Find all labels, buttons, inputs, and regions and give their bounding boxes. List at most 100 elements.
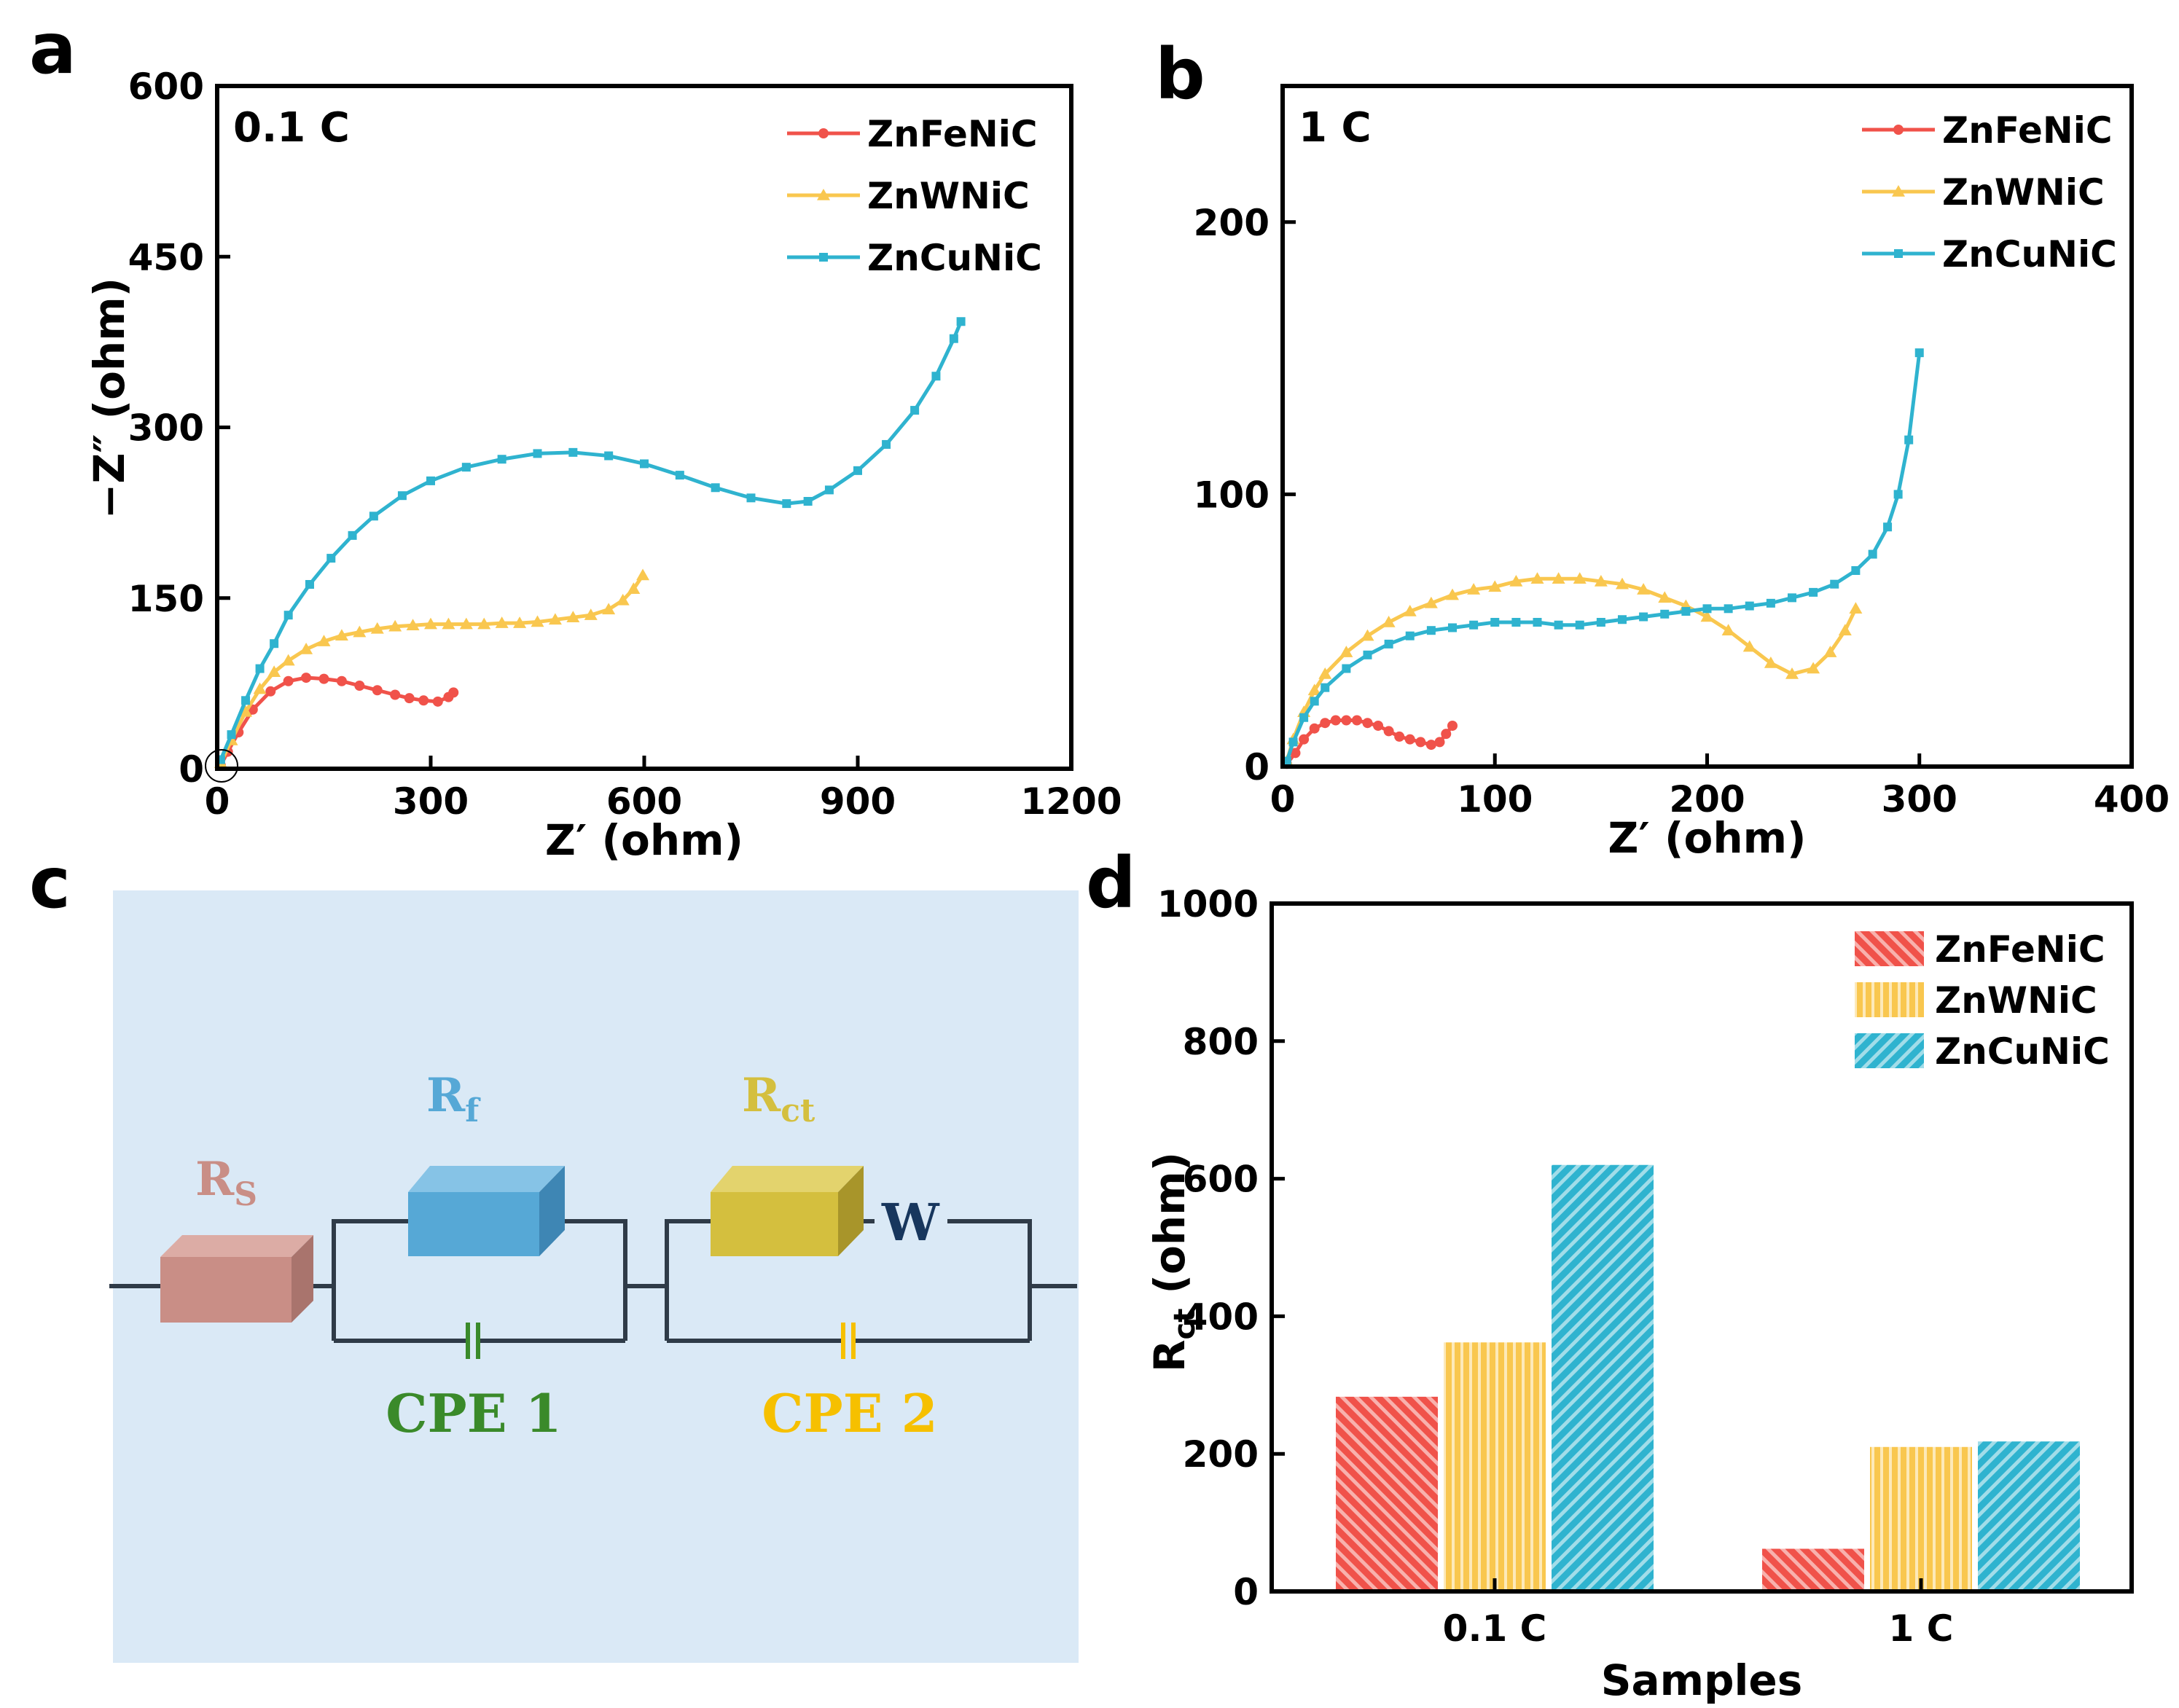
origin-zoom-circle (205, 749, 238, 783)
data-point-zncunic-21 (782, 499, 791, 509)
data-point-znfenic-11 (390, 689, 401, 700)
data-point-znwnic-19 (531, 615, 544, 627)
legend: ZnFeNiC ZnWNiC ZnCuNiC (1862, 109, 2117, 275)
data-point-zncunic-31 (1883, 522, 1893, 532)
data-point-znfenic-2 (1299, 734, 1310, 745)
data-point-znfenic-6 (1341, 715, 1352, 726)
data-point-znwnic-16 (1573, 572, 1587, 584)
data-point-znfenic-3 (1309, 723, 1320, 734)
data-point-zncunic-34 (1914, 348, 1924, 358)
data-point-znwnic-12 (406, 619, 420, 630)
data-point-zncunic-25 (1766, 598, 1775, 608)
data-point-znwnic-9 (353, 625, 367, 638)
data-point-zncunic-23 (824, 485, 834, 495)
x-tick-label-0-1-c: 0.1 C (1443, 1607, 1547, 1650)
panel-letter-c: c (29, 842, 71, 924)
data-point-zncunic-21 (1681, 607, 1691, 616)
data-point-znwnic-26 (636, 568, 650, 581)
data-point-zncunic-2 (1299, 713, 1309, 722)
data-point-znwnic-11 (388, 619, 402, 632)
data-point-znfenic-13 (1415, 737, 1426, 748)
data-point-zncunic-15 (568, 447, 578, 457)
y-tick-label-600: 600 (128, 66, 204, 108)
bar-znwnic-1-c (1870, 1446, 1972, 1591)
data-point-znwnic-25 (627, 582, 641, 595)
condition-label: 1 C (1299, 104, 1372, 152)
data-point-zncunic-2 (241, 696, 251, 705)
data-point-znwnic-23 (1721, 624, 1735, 635)
data-point-zncunic-28 (949, 334, 958, 343)
data-point-znwnic-18 (1616, 577, 1629, 589)
bar-zncunic-0-1-c (1552, 1164, 1654, 1591)
condition-label: 0.1 C (233, 104, 350, 152)
data-point-zncunic-6 (305, 580, 314, 589)
data-point-zncunic-12 (1490, 617, 1500, 627)
data-point-znfenic-14 (1425, 740, 1436, 751)
y-tick-label-800: 800 (1183, 1021, 1259, 1063)
data-point-znwnic-28 (1823, 646, 1837, 657)
data-point-zncunic-13 (1511, 617, 1521, 627)
data-point-znfenic-11 (1394, 731, 1405, 742)
data-point-znwnic-9 (1424, 596, 1438, 608)
legend-label-znwnic: ZnWNiC (867, 175, 1030, 217)
data-point-zncunic-8 (1405, 631, 1415, 640)
y-tick-label-200: 200 (1194, 202, 1270, 244)
bar-znfenic-0-1-c (1336, 1396, 1438, 1591)
data-point-zncunic-28 (1830, 579, 1839, 589)
data-point-zncunic-17 (1596, 617, 1605, 627)
data-point-znwnic-19 (1637, 583, 1651, 595)
data-point-zncunic-32 (1893, 490, 1903, 499)
data-point-znfenic-5 (1330, 715, 1341, 726)
legend: ZnFeNiC ZnWNiC ZnCuNiC (787, 113, 1042, 279)
data-point-znwnic-22 (584, 608, 598, 620)
data-point-zncunic-18 (1618, 615, 1627, 624)
data-point-znfenic-9 (1373, 720, 1384, 731)
data-point-zncunic-3 (255, 664, 265, 673)
data-point-znwnic-6 (300, 643, 313, 654)
y-tick-label-0: 0 (179, 748, 204, 791)
y-tick-label-300: 300 (128, 407, 204, 450)
data-point-zncunic-1 (227, 730, 236, 740)
legend-marker-znfenic (1893, 125, 1904, 135)
data-point-zncunic-5 (283, 611, 293, 620)
series-znfenic (1281, 715, 1458, 769)
data-point-znwnic-8 (1403, 605, 1417, 616)
data-point-zncunic-3 (1310, 697, 1319, 706)
data-point-zncunic-25 (882, 439, 891, 449)
legend-label-znwnic: ZnWNiC (1942, 171, 2105, 214)
data-point-znwnic-3 (1307, 683, 1321, 696)
equivalent-circuit: RS Rf Rct W CPE 1 (109, 890, 1079, 1663)
data-point-znwnic-6 (1361, 629, 1374, 641)
data-point-znwnic-5 (281, 654, 295, 666)
legend-swatch-zncunic (1855, 1033, 1924, 1068)
data-point-znwnic-4 (1318, 667, 1332, 679)
cpe1-symbol (466, 1323, 480, 1359)
data-point-znfenic-4 (1320, 718, 1331, 729)
data-point-znfenic-14 (432, 696, 443, 707)
cpe2-label: CPE 2 (762, 1382, 938, 1444)
data-point-znfenic-16 (448, 687, 459, 698)
data-point-znwnic-8 (335, 629, 348, 641)
data-point-znwnic-4 (267, 665, 281, 678)
data-point-zncunic-16 (1575, 620, 1584, 630)
cpe1-label: CPE 1 (386, 1382, 562, 1444)
data-point-znwnic-20 (1658, 591, 1672, 603)
data-point-znwnic-25 (1764, 657, 1777, 668)
data-point-zncunic-4 (1321, 683, 1330, 692)
data-point-znwnic-24 (616, 593, 630, 606)
data-point-znwnic-5 (1339, 646, 1353, 657)
data-point-znfenic-8 (336, 675, 347, 686)
x-tick-label-1200: 1200 (1020, 780, 1122, 823)
y-tick-label-150: 150 (128, 578, 204, 620)
data-point-znfenic-10 (372, 685, 383, 696)
legend-swatch-znfenic (1855, 931, 1924, 966)
y-tick-label-600: 600 (1183, 1159, 1259, 1201)
series-line-zncunic (219, 321, 963, 761)
data-point-zncunic-14 (1533, 617, 1542, 627)
data-point-zncunic-16 (604, 451, 614, 461)
data-point-zncunic-26 (1788, 593, 1796, 603)
bar-znfenic-1-c (1762, 1548, 1864, 1591)
series-znwnic (214, 568, 650, 768)
data-point-znfenic-15 (1434, 737, 1445, 748)
